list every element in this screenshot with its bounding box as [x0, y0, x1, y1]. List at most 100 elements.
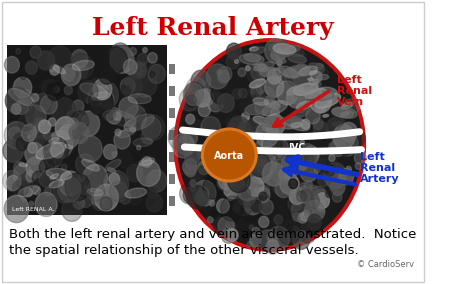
Circle shape: [211, 169, 223, 182]
Ellipse shape: [282, 50, 291, 54]
Circle shape: [62, 164, 67, 170]
Circle shape: [251, 197, 258, 206]
Circle shape: [211, 83, 230, 104]
Circle shape: [58, 177, 81, 202]
Circle shape: [314, 189, 328, 204]
Circle shape: [205, 145, 225, 167]
Circle shape: [128, 63, 142, 79]
Ellipse shape: [287, 76, 311, 89]
Circle shape: [301, 109, 310, 120]
Ellipse shape: [91, 92, 110, 101]
Circle shape: [301, 66, 313, 80]
Ellipse shape: [276, 118, 286, 122]
Circle shape: [248, 85, 260, 98]
Circle shape: [185, 164, 196, 177]
Circle shape: [183, 83, 203, 105]
Circle shape: [150, 72, 155, 77]
Circle shape: [33, 186, 40, 195]
Circle shape: [310, 88, 332, 113]
Ellipse shape: [293, 83, 318, 95]
Ellipse shape: [103, 110, 136, 126]
Circle shape: [142, 156, 152, 167]
Circle shape: [287, 224, 292, 231]
Circle shape: [141, 130, 154, 144]
Circle shape: [283, 156, 301, 176]
Circle shape: [124, 121, 136, 134]
Circle shape: [191, 186, 195, 191]
Circle shape: [97, 199, 102, 205]
Circle shape: [20, 73, 26, 80]
Circle shape: [203, 176, 224, 199]
Circle shape: [204, 145, 219, 162]
Text: Left
Renal
Vein: Left Renal Vein: [337, 75, 373, 107]
Circle shape: [197, 187, 209, 201]
Circle shape: [94, 82, 118, 109]
Circle shape: [215, 160, 233, 180]
Circle shape: [17, 172, 38, 195]
Circle shape: [264, 134, 282, 155]
Circle shape: [62, 64, 81, 86]
Ellipse shape: [299, 66, 318, 76]
Circle shape: [211, 143, 228, 161]
Circle shape: [256, 153, 277, 176]
Circle shape: [347, 98, 361, 113]
Circle shape: [50, 178, 61, 189]
Circle shape: [319, 158, 326, 166]
Circle shape: [120, 78, 135, 94]
Ellipse shape: [266, 96, 275, 100]
Circle shape: [39, 170, 54, 187]
Circle shape: [26, 157, 45, 178]
Circle shape: [292, 64, 311, 86]
Bar: [169, 97, 175, 107]
Circle shape: [36, 145, 57, 168]
Ellipse shape: [254, 64, 269, 72]
Circle shape: [217, 199, 229, 213]
Circle shape: [103, 144, 117, 159]
Circle shape: [125, 105, 137, 119]
Circle shape: [341, 125, 348, 133]
Circle shape: [125, 105, 146, 130]
Circle shape: [226, 220, 235, 231]
Circle shape: [26, 171, 36, 182]
Circle shape: [218, 171, 235, 189]
Circle shape: [277, 81, 298, 105]
Ellipse shape: [285, 115, 301, 123]
Ellipse shape: [275, 58, 286, 63]
Circle shape: [133, 71, 157, 97]
Circle shape: [264, 163, 284, 186]
Circle shape: [22, 124, 40, 144]
Circle shape: [207, 64, 229, 89]
Circle shape: [237, 176, 259, 201]
Circle shape: [119, 97, 138, 118]
Circle shape: [118, 188, 140, 213]
Circle shape: [265, 114, 285, 136]
Circle shape: [326, 190, 332, 198]
Ellipse shape: [342, 103, 349, 107]
Circle shape: [3, 139, 23, 162]
Ellipse shape: [269, 43, 294, 56]
Ellipse shape: [281, 119, 301, 129]
Circle shape: [226, 229, 238, 242]
Ellipse shape: [313, 83, 319, 86]
Circle shape: [342, 148, 349, 156]
Circle shape: [264, 161, 267, 165]
Circle shape: [250, 154, 271, 177]
Ellipse shape: [250, 47, 258, 51]
Circle shape: [204, 122, 225, 146]
Circle shape: [273, 67, 287, 83]
Circle shape: [62, 122, 66, 126]
Circle shape: [278, 153, 282, 157]
Circle shape: [246, 128, 255, 138]
Circle shape: [230, 156, 241, 168]
Ellipse shape: [262, 119, 272, 124]
Circle shape: [137, 145, 141, 150]
Circle shape: [117, 179, 120, 183]
Circle shape: [292, 213, 300, 221]
Circle shape: [104, 171, 128, 198]
Circle shape: [71, 50, 88, 68]
Circle shape: [86, 125, 95, 135]
Text: Aorta: Aorta: [214, 151, 245, 161]
Circle shape: [239, 119, 258, 140]
Text: Left
Renal
Artery: Left Renal Artery: [360, 152, 399, 184]
Circle shape: [26, 61, 37, 74]
